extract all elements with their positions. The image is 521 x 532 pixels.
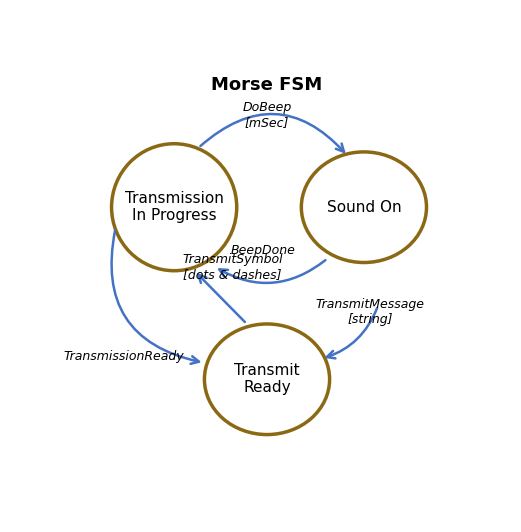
Text: Sound On: Sound On [327, 200, 401, 215]
Text: TransmitSymbol
[dots & dashes]: TransmitSymbol [dots & dashes] [182, 253, 283, 280]
Text: TransmitMessage
[string]: TransmitMessage [string] [316, 298, 425, 326]
Text: DoBeep
[mSec]: DoBeep [mSec] [242, 101, 292, 129]
Text: TransmissionReady: TransmissionReady [64, 350, 184, 363]
Text: Transmit
Ready: Transmit Ready [234, 363, 300, 395]
Text: BeepDone: BeepDone [230, 244, 295, 257]
Text: Morse FSM: Morse FSM [212, 76, 322, 94]
Text: Transmission
In Progress: Transmission In Progress [125, 191, 224, 223]
